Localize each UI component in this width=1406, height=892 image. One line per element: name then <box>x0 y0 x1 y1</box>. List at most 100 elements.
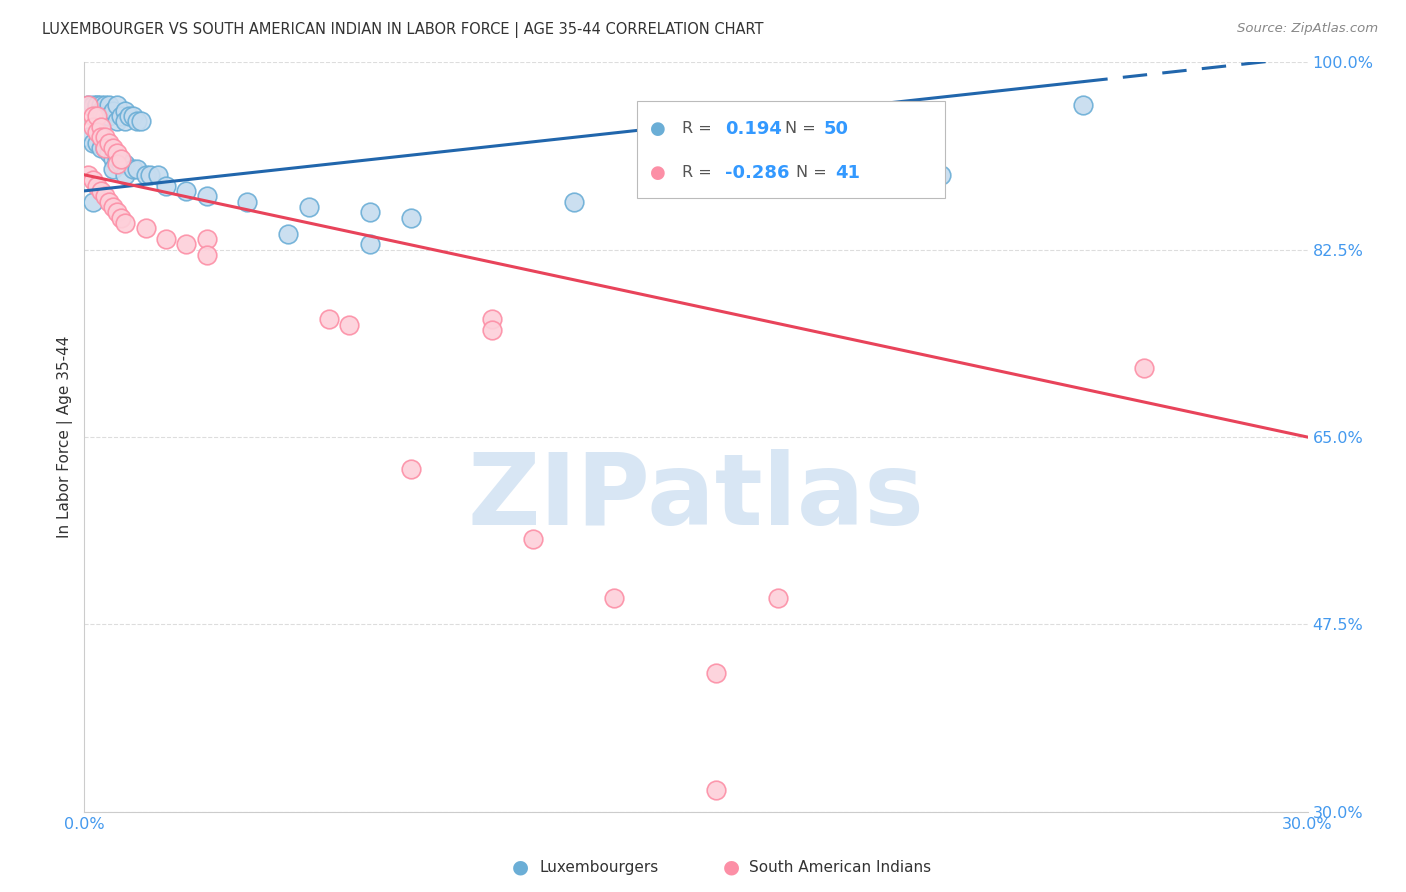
Text: ●: ● <box>650 164 666 182</box>
Point <box>277 227 299 241</box>
Text: N =: N = <box>785 121 821 136</box>
Point <box>135 168 157 182</box>
Point <box>114 216 136 230</box>
Point <box>82 136 104 150</box>
Point <box>93 141 115 155</box>
Point <box>93 141 115 155</box>
Point <box>135 221 157 235</box>
Text: Luxembourgers: Luxembourgers <box>540 860 659 874</box>
Text: 0.194: 0.194 <box>725 120 782 137</box>
Point <box>90 141 112 155</box>
Point <box>86 98 108 112</box>
Point <box>86 178 108 193</box>
Point <box>97 136 120 150</box>
Text: N =: N = <box>796 165 832 180</box>
Point <box>77 98 100 112</box>
Text: ●: ● <box>650 120 666 137</box>
Point <box>195 232 218 246</box>
Point <box>603 591 626 605</box>
Point <box>105 146 128 161</box>
Text: LUXEMBOURGER VS SOUTH AMERICAN INDIAN IN LABOR FORCE | AGE 35-44 CORRELATION CHA: LUXEMBOURGER VS SOUTH AMERICAN INDIAN IN… <box>42 22 763 38</box>
Point <box>105 114 128 128</box>
Point <box>97 194 120 209</box>
Point <box>704 783 728 797</box>
Point <box>174 184 197 198</box>
Point <box>101 103 124 118</box>
Point <box>86 109 108 123</box>
Text: Source: ZipAtlas.com: Source: ZipAtlas.com <box>1237 22 1378 36</box>
Text: ●: ● <box>512 857 529 877</box>
Point <box>86 98 108 112</box>
Text: 50: 50 <box>824 120 849 137</box>
Point <box>131 114 153 128</box>
Point <box>481 323 503 337</box>
Point <box>339 318 360 332</box>
Point <box>155 178 177 193</box>
Text: R =: R = <box>682 165 717 180</box>
Point <box>90 98 112 112</box>
Point <box>93 189 115 203</box>
Point <box>174 237 197 252</box>
Point <box>97 98 120 112</box>
Point <box>127 162 149 177</box>
Point <box>105 205 128 219</box>
Point <box>110 109 132 123</box>
Point <box>118 109 141 123</box>
Point <box>90 120 112 134</box>
Point <box>122 162 145 177</box>
Point <box>77 168 100 182</box>
Point <box>110 157 132 171</box>
Text: South American Indians: South American Indians <box>749 860 932 874</box>
Point <box>155 232 177 246</box>
Point <box>90 130 112 145</box>
Point <box>86 136 108 150</box>
Text: 41: 41 <box>835 164 860 182</box>
Point <box>82 109 104 123</box>
Point <box>399 462 422 476</box>
Point <box>195 189 218 203</box>
Point <box>146 168 169 182</box>
Point <box>127 114 149 128</box>
Point <box>298 200 321 214</box>
Point <box>359 205 381 219</box>
Point <box>114 157 136 171</box>
Point <box>77 98 100 112</box>
Point <box>101 162 124 177</box>
Text: -0.286: -0.286 <box>725 164 790 182</box>
Point <box>86 125 108 139</box>
Point <box>110 152 132 166</box>
Point <box>562 194 585 209</box>
Point <box>97 109 120 123</box>
Point <box>522 532 544 546</box>
Point <box>93 109 115 123</box>
Point <box>82 98 104 112</box>
Point <box>82 194 104 209</box>
Text: ●: ● <box>723 857 740 877</box>
Point <box>105 152 128 166</box>
Point <box>766 591 789 605</box>
Point <box>101 152 124 166</box>
Point <box>318 312 340 326</box>
Point <box>77 130 100 145</box>
Point <box>97 146 120 161</box>
Point <box>138 168 160 182</box>
Point <box>101 200 124 214</box>
Point <box>82 120 104 134</box>
Point <box>114 103 136 118</box>
Point <box>93 130 115 145</box>
Point <box>110 211 132 225</box>
Point <box>114 168 136 182</box>
Point <box>90 103 112 118</box>
Point <box>704 665 728 680</box>
Point <box>481 312 503 326</box>
Point <box>105 157 128 171</box>
Text: R =: R = <box>682 121 717 136</box>
Point <box>359 237 381 252</box>
Point <box>101 141 124 155</box>
Point <box>399 211 422 225</box>
Point <box>93 98 115 112</box>
Point <box>122 109 145 123</box>
Point <box>1071 98 1094 112</box>
Point <box>82 173 104 187</box>
Point <box>236 194 259 209</box>
